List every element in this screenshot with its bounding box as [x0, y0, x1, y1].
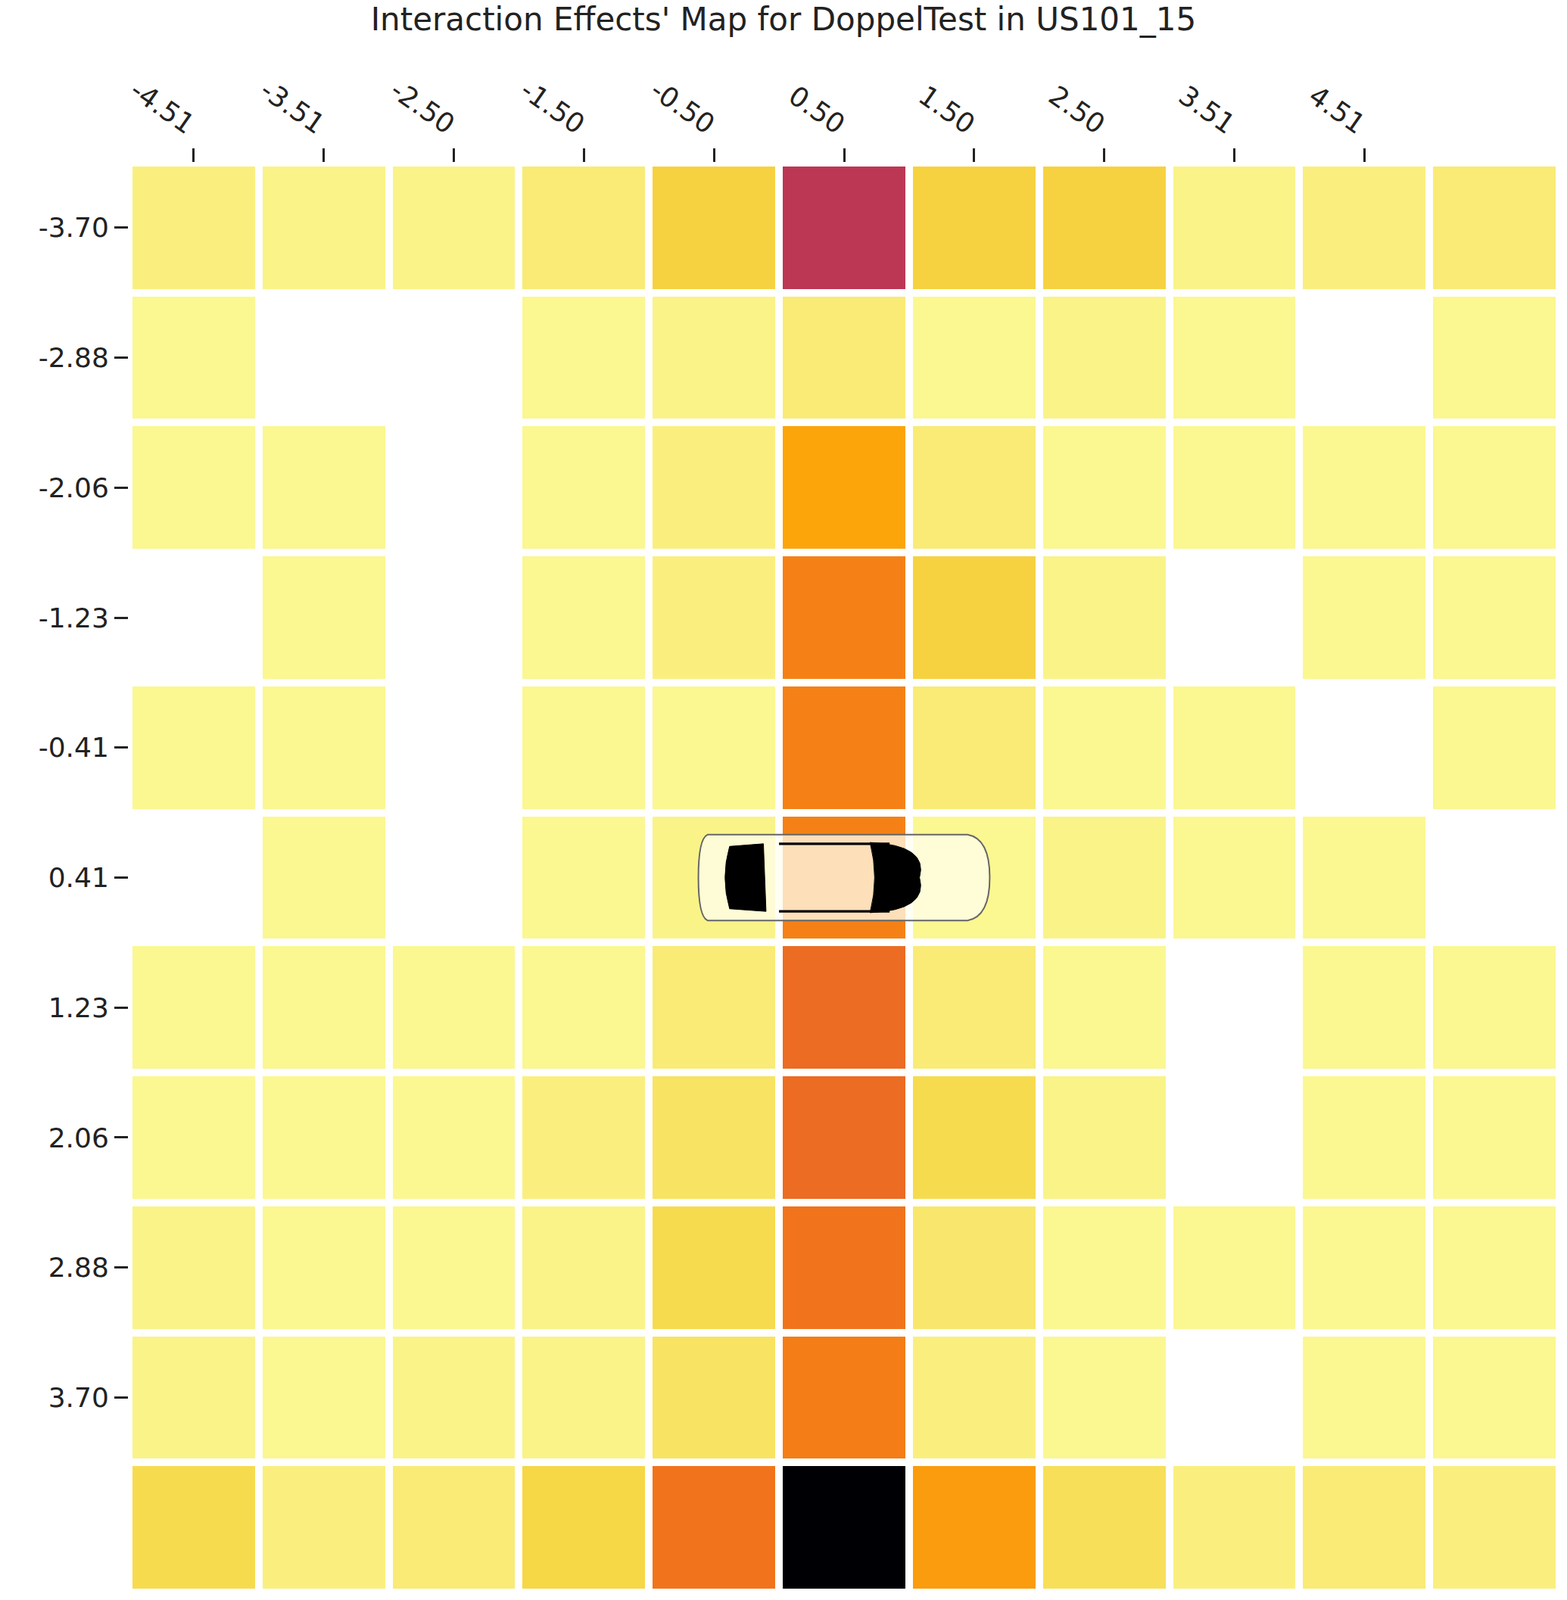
svg-text:-0.50: -0.50 [644, 74, 721, 141]
svg-text:2.88: 2.88 [48, 1252, 110, 1284]
svg-text:-2.50: -2.50 [384, 74, 461, 141]
svg-text:-2.06: -2.06 [38, 472, 110, 504]
svg-text:3.70: 3.70 [48, 1382, 110, 1414]
svg-text:-2.88: -2.88 [38, 342, 110, 374]
svg-text:1.50: 1.50 [912, 79, 981, 141]
svg-text:-1.50: -1.50 [514, 74, 591, 141]
svg-text:-0.41: -0.41 [38, 732, 110, 764]
svg-text:2.06: 2.06 [48, 1122, 110, 1154]
svg-text:4.51: 4.51 [1303, 79, 1371, 141]
svg-text:-3.51: -3.51 [255, 74, 331, 141]
svg-text:-1.23: -1.23 [38, 602, 110, 634]
svg-text:Interaction Effects' Map for D: Interaction Effects' Map for DoppelTest … [370, 0, 1197, 38]
svg-text:0.41: 0.41 [48, 862, 110, 894]
svg-text:-3.70: -3.70 [38, 211, 110, 243]
svg-text:0.50: 0.50 [782, 79, 851, 141]
svg-text:2.50: 2.50 [1043, 79, 1111, 141]
svg-text:1.23: 1.23 [48, 992, 110, 1024]
svg-text:3.51: 3.51 [1173, 79, 1241, 141]
svg-text:-4.51: -4.51 [124, 74, 201, 141]
